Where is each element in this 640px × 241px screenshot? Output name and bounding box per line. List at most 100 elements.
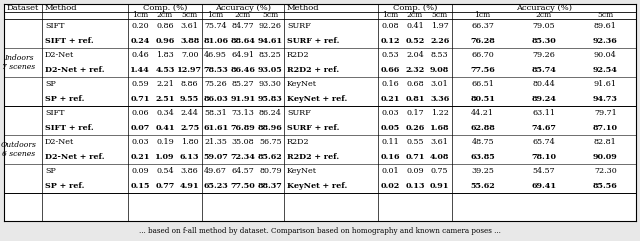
Text: 69.41: 69.41: [531, 182, 557, 190]
Text: 66.37: 66.37: [471, 22, 494, 30]
Text: 75.74: 75.74: [204, 22, 227, 30]
Text: 3.36: 3.36: [430, 95, 449, 103]
Text: 76.89: 76.89: [230, 124, 255, 132]
Text: 2.04: 2.04: [406, 51, 424, 59]
Text: Outdoors
6 scenes: Outdoors 6 scenes: [1, 141, 37, 158]
Text: 1cm: 1cm: [474, 11, 491, 19]
Text: 73.13: 73.13: [232, 109, 255, 117]
Text: 78.10: 78.10: [531, 153, 557, 161]
Text: 0.07: 0.07: [131, 124, 150, 132]
Text: 66.70: 66.70: [471, 51, 494, 59]
Text: 64.91: 64.91: [232, 51, 255, 59]
Text: 90.04: 90.04: [594, 51, 617, 59]
Text: 0.20: 0.20: [132, 22, 149, 30]
Text: 89.61: 89.61: [594, 22, 617, 30]
Text: 0.21: 0.21: [131, 153, 150, 161]
Text: 75.26: 75.26: [204, 80, 227, 88]
Text: R2D2: R2D2: [287, 138, 310, 146]
Text: 83.25: 83.25: [259, 51, 282, 59]
Text: 77.50: 77.50: [230, 182, 255, 190]
Text: Accuracy (%): Accuracy (%): [516, 4, 572, 12]
Text: 0.12: 0.12: [381, 37, 400, 45]
Text: 8.53: 8.53: [431, 51, 449, 59]
Text: 0.46: 0.46: [131, 51, 149, 59]
Text: 74.67: 74.67: [532, 124, 556, 132]
Text: 79.71: 79.71: [594, 109, 617, 117]
Text: D2-Net + ref.: D2-Net + ref.: [45, 66, 104, 74]
Text: 0.41: 0.41: [155, 124, 175, 132]
Text: 88.37: 88.37: [258, 182, 283, 190]
Text: KeyNet: KeyNet: [287, 167, 317, 175]
Text: SIFT: SIFT: [45, 22, 65, 30]
Text: R2D2 + ref.: R2D2 + ref.: [287, 153, 339, 161]
Text: 65.23: 65.23: [204, 182, 228, 190]
Text: 9.55: 9.55: [180, 95, 199, 103]
Text: 76.28: 76.28: [470, 37, 495, 45]
Text: 5cm: 5cm: [597, 11, 614, 19]
Text: 2.26: 2.26: [430, 37, 449, 45]
Text: 0.81: 0.81: [405, 95, 425, 103]
Text: 80.51: 80.51: [470, 95, 495, 103]
Text: 0.19: 0.19: [156, 138, 174, 146]
Text: 0.86: 0.86: [156, 22, 174, 30]
Text: 92.54: 92.54: [593, 66, 618, 74]
Text: D2-Net: D2-Net: [45, 138, 74, 146]
Text: 72.30: 72.30: [594, 167, 617, 175]
Text: 0.71: 0.71: [405, 153, 425, 161]
Text: 0.24: 0.24: [131, 37, 150, 45]
Text: 0.06: 0.06: [132, 109, 149, 117]
Text: 0.96: 0.96: [156, 37, 175, 45]
Text: 49.67: 49.67: [204, 167, 227, 175]
Text: SURF: SURF: [287, 22, 311, 30]
Text: 9.08: 9.08: [430, 66, 449, 74]
Text: 1cm: 1cm: [207, 11, 224, 19]
Text: 3.61: 3.61: [431, 138, 449, 146]
Text: 2.44: 2.44: [180, 109, 198, 117]
Text: 0.59: 0.59: [132, 80, 149, 88]
Text: 63.11: 63.11: [532, 109, 556, 117]
Text: 0.66: 0.66: [381, 66, 400, 74]
Text: 56.75: 56.75: [259, 138, 282, 146]
Text: 1.09: 1.09: [156, 153, 175, 161]
Text: 91.61: 91.61: [594, 80, 617, 88]
Text: 21.35: 21.35: [204, 138, 227, 146]
Text: 1.83: 1.83: [156, 51, 174, 59]
Text: 86.24: 86.24: [259, 109, 282, 117]
Text: 79.05: 79.05: [532, 22, 556, 30]
Text: 85.30: 85.30: [532, 37, 556, 45]
Text: SIFT + ref.: SIFT + ref.: [45, 124, 93, 132]
Text: 91.91: 91.91: [230, 95, 255, 103]
Text: 55.62: 55.62: [470, 182, 495, 190]
Text: 1.68: 1.68: [430, 124, 449, 132]
Text: 48.75: 48.75: [471, 138, 494, 146]
Text: 5cm: 5cm: [262, 11, 278, 19]
Text: R2D2: R2D2: [287, 51, 310, 59]
Text: SP: SP: [45, 167, 56, 175]
Text: 0.55: 0.55: [406, 138, 424, 146]
Text: 58.31: 58.31: [204, 109, 227, 117]
Text: 0.53: 0.53: [381, 51, 399, 59]
Text: Method: Method: [45, 4, 77, 12]
Text: 54.57: 54.57: [532, 167, 556, 175]
Text: 88.96: 88.96: [258, 124, 283, 132]
Text: 2.75: 2.75: [180, 124, 199, 132]
Text: 0.15: 0.15: [131, 182, 150, 190]
Text: SIFT + ref.: SIFT + ref.: [45, 37, 93, 45]
Text: 85.27: 85.27: [232, 80, 254, 88]
Text: 6.13: 6.13: [180, 153, 200, 161]
Text: 82.81: 82.81: [594, 138, 617, 146]
Text: 0.16: 0.16: [381, 80, 399, 88]
Text: 3.88: 3.88: [180, 37, 199, 45]
Text: 0.09: 0.09: [406, 167, 424, 175]
Text: 0.05: 0.05: [381, 124, 400, 132]
Text: SIFT: SIFT: [45, 109, 65, 117]
Text: Method: Method: [287, 4, 319, 12]
Text: R2D2 + ref.: R2D2 + ref.: [287, 66, 339, 74]
Text: 1cm: 1cm: [382, 11, 399, 19]
Text: KeyNet + ref.: KeyNet + ref.: [287, 182, 348, 190]
Text: 1.44: 1.44: [131, 66, 150, 74]
Text: 4.08: 4.08: [430, 153, 449, 161]
Text: 77.56: 77.56: [470, 66, 495, 74]
Text: 2cm: 2cm: [235, 11, 251, 19]
Text: 72.34: 72.34: [230, 153, 255, 161]
